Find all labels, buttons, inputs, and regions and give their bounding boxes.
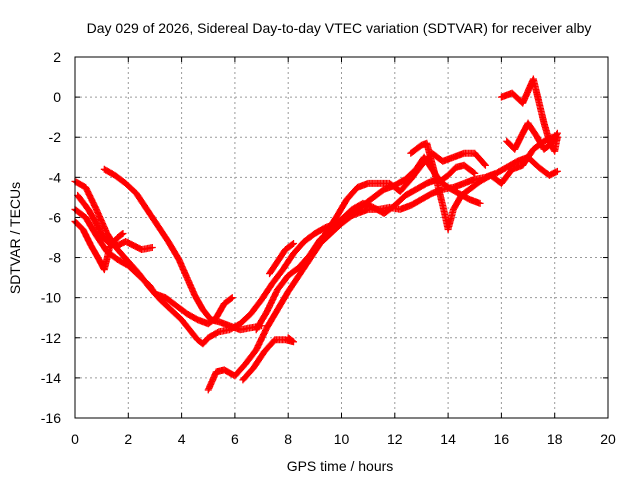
x-tick-label: 0 — [71, 431, 79, 447]
data-layer — [71, 75, 561, 394]
y-tick-label: 2 — [53, 49, 61, 65]
x-tick-label: 6 — [231, 431, 239, 447]
x-tick-label: 4 — [178, 431, 186, 447]
x-tick-label: 16 — [494, 431, 510, 447]
y-tick-label: -14 — [41, 370, 61, 386]
x-tick-label: 2 — [124, 431, 132, 447]
series-marker-trail — [322, 149, 488, 236]
x-tick-label: 8 — [284, 431, 292, 447]
x-axis-label: GPS time / hours — [287, 458, 394, 474]
x-tick-label: 14 — [440, 431, 456, 447]
series-marker-trail — [72, 219, 126, 272]
series-marker-trail — [408, 133, 560, 232]
y-tick-label: -12 — [41, 330, 61, 346]
y-tick-label: -2 — [49, 129, 62, 145]
y-axis-label: SDTVAR / TECUs — [7, 182, 23, 294]
series-marker-trail — [253, 176, 483, 332]
series-marker-trail — [102, 166, 264, 333]
y-tick-label: 0 — [53, 89, 61, 105]
x-tick-label: 10 — [334, 431, 350, 447]
series — [71, 217, 127, 274]
series-marker-trail — [72, 206, 235, 327]
series — [252, 175, 484, 334]
series-marker-trail — [266, 240, 296, 276]
series-marker-trail — [240, 335, 296, 383]
y-tick-label: -10 — [41, 290, 61, 306]
series — [497, 75, 561, 155]
series — [239, 334, 298, 384]
series-marker-trail — [499, 76, 561, 154]
x-tick-label: 12 — [387, 431, 403, 447]
y-tick-label: -8 — [49, 250, 62, 266]
y-tick-label: -4 — [49, 169, 62, 185]
series — [503, 119, 561, 153]
series — [322, 149, 489, 237]
y-tick-label: -6 — [49, 209, 62, 225]
series — [266, 240, 298, 278]
y-tick-label: -16 — [41, 410, 61, 426]
series — [100, 165, 266, 334]
x-tick-label: 20 — [600, 431, 616, 447]
x-tick-label: 18 — [547, 431, 563, 447]
chart-title: Day 029 of 2026, Sidereal Day-to-day VTE… — [87, 20, 592, 36]
series-marker-trail — [504, 120, 561, 152]
series-marker-trail — [75, 193, 155, 253]
